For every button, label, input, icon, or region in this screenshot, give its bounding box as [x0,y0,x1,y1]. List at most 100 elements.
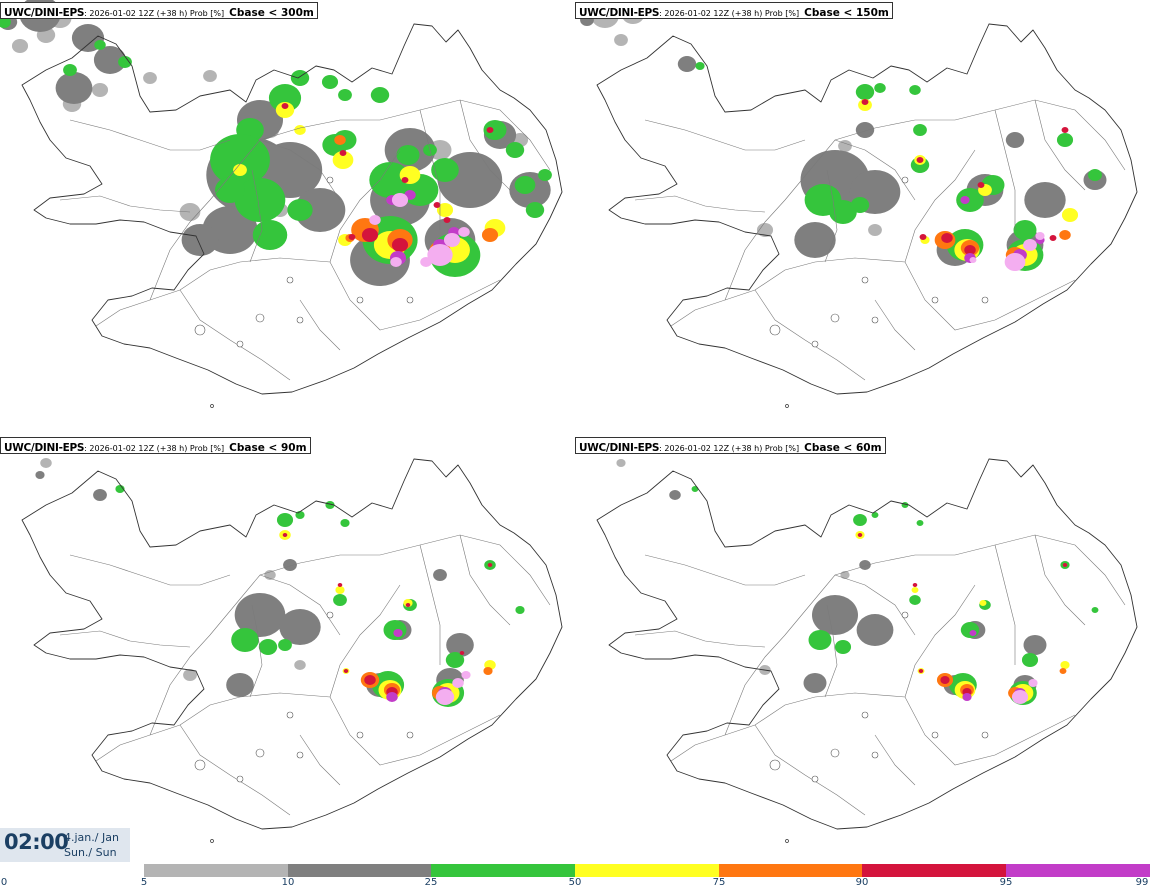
lake [255,313,265,323]
probability-area [203,70,217,82]
colorbar-segment [1006,864,1150,877]
lakes [769,176,989,348]
coastline [596,458,1138,830]
valid-date-line1: 4.jan./ Jan [64,831,119,844]
road-line [634,195,766,213]
probability-area [481,228,499,242]
probability-area [443,217,451,223]
probability-layer [969,232,1045,271]
probability-area [616,459,626,467]
road-line [754,724,866,816]
road-line [644,119,806,151]
lake [769,759,781,771]
colorbar-tick-label: 10 [281,877,295,888]
land-area [22,459,562,829]
probability-area [514,176,536,194]
probability-area [911,587,919,593]
coastline [21,458,563,830]
probability-area [956,188,984,212]
road-line [994,109,1016,230]
probability-area [337,583,343,587]
road-line [904,584,976,698]
road-line [179,289,291,381]
road-line [69,119,231,151]
probability-area [433,569,447,581]
run-info: : 2026-01-02 12Z (+38 h) Prob [%] [659,444,800,453]
colorbar-tick-label: 90 [855,877,869,888]
probability-area [275,102,295,118]
probability-area [691,486,699,492]
lake [406,296,414,304]
lake [871,316,879,324]
probability-area [393,629,403,637]
colorbar-segment [719,864,862,877]
probability-area [677,56,697,72]
probability-area [210,134,270,186]
probability-area [850,197,870,213]
probability-area [525,202,545,218]
lake [194,324,206,336]
probability-area [913,124,927,136]
probability-area [960,196,970,204]
probability-area [1028,679,1038,687]
colorbar [144,864,1150,877]
probability-area [960,622,980,638]
probability-area [258,639,278,655]
variable-name: Cbase < 90m [229,442,307,454]
road-line [259,139,341,201]
probability-area [118,56,132,68]
probability-area [252,220,288,250]
probability-area [1060,661,1070,669]
probability-area [283,559,297,571]
panel-title: UWC/DINI-EPS: 2026-01-02 12Z (+38 h) Pro… [0,437,311,454]
probability-area [829,200,857,224]
probability-area [436,203,454,217]
run-info: : 2026-01-02 12Z (+38 h) Prob [%] [84,9,225,18]
probability-area [669,490,681,500]
road-line [459,534,511,626]
probability-area [435,689,455,705]
probability-area [486,127,494,133]
probability-layer [369,193,470,267]
probability-area [918,669,924,673]
colorbar-tick-label: 25 [424,877,438,888]
probability-area [93,46,127,74]
lake [356,731,364,739]
lake [296,316,304,324]
road-line [724,99,1126,301]
probability-area [614,34,628,46]
lake [811,340,819,348]
lake [901,611,909,619]
probability-area [361,228,379,242]
probability-area [183,669,197,681]
road-line [419,544,441,665]
probability-area [1011,690,1029,704]
probability-area [278,639,292,651]
probability-area [233,164,247,176]
road-line [1034,534,1086,626]
probability-area [853,514,867,526]
road-line [419,109,441,230]
island [210,839,214,843]
probability-area [334,135,346,145]
coastline [596,23,1138,395]
model-name: UWC/DINI-EPS [579,442,660,454]
probability-area [838,140,852,152]
probability-area [40,458,52,468]
lake [871,751,879,759]
colorbar-tick-label: 75 [712,877,726,888]
probability-area [55,72,93,104]
probability-layer [40,458,306,681]
probability-area [215,177,245,203]
probability-area [369,162,411,198]
probability-area [1091,607,1099,613]
probability-area [281,103,289,109]
road-line [874,734,916,786]
probability-area [93,489,107,501]
probability-area [369,215,381,225]
probability-area [325,501,335,509]
lakes [194,176,414,348]
probability-area [909,85,921,95]
probability-layer [861,99,1069,255]
road-line [329,584,401,698]
